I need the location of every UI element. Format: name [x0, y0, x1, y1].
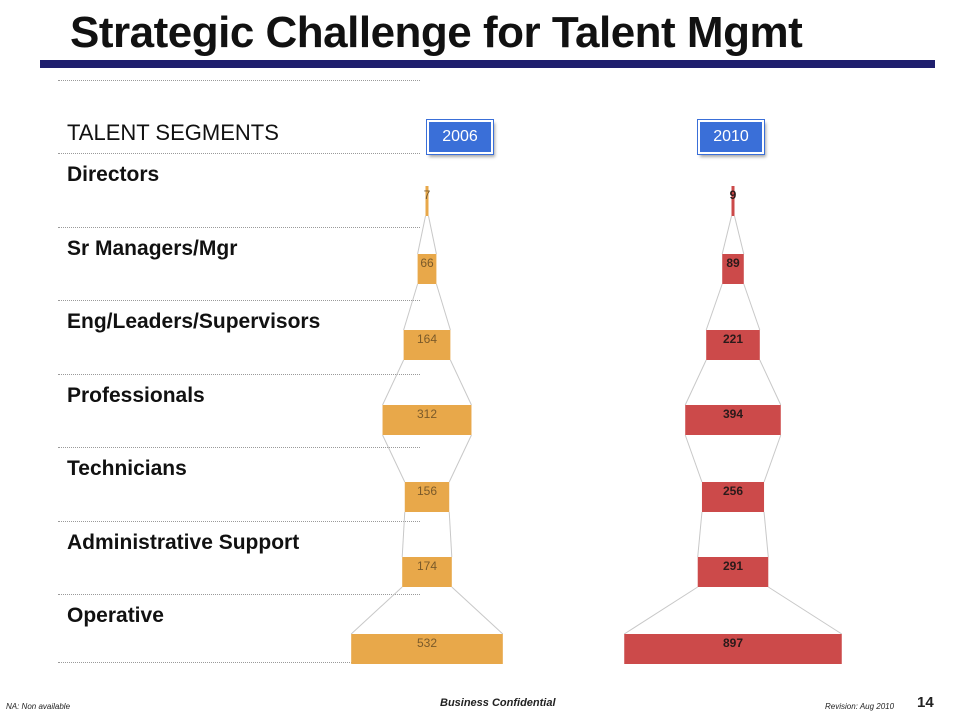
funnel-connector-2010-4-left: [684, 434, 703, 483]
bar-2010-6: [697, 557, 769, 587]
bar-2006-2: [417, 254, 437, 284]
bar-2010-1: [731, 186, 735, 216]
funnel-connector-2006-2-left: [403, 283, 419, 331]
footer-confidential: Business Confidential: [440, 697, 556, 709]
funnel-connector-2006-4-left: [382, 434, 406, 483]
value-label-2006-3: 164: [417, 332, 437, 346]
funnel-connector-2010-4-right: [763, 434, 782, 483]
divider: [58, 521, 420, 522]
funnel-connector-2006-5-left: [401, 511, 406, 558]
footer-revision: Revision: Aug 2010: [825, 702, 895, 711]
value-label-2006-5: 156: [417, 484, 437, 498]
bar-2006-5: [404, 482, 450, 512]
segments-header: TALENT SEGMENTS: [67, 120, 279, 145]
value-label-2010-3: 221: [723, 332, 743, 346]
bar-2006-4: [382, 405, 472, 435]
funnel-connector-2006-4-right: [448, 434, 472, 483]
year-badge-2006: 2006: [427, 120, 493, 154]
divider: [58, 227, 420, 228]
bar-2010-4: [685, 405, 781, 435]
funnel-connector-2010-2-right: [743, 283, 761, 331]
divider: [58, 374, 420, 375]
value-label-2006-7: 532: [417, 636, 437, 650]
value-label-2010-4: 394: [723, 407, 743, 421]
segment-label-eng-leaders: Eng/Leaders/Supervisors: [67, 310, 321, 333]
bar-2010-5: [701, 482, 765, 512]
value-label-2006-2: 66: [420, 256, 434, 270]
value-label-2010-1: 9: [730, 188, 737, 202]
funnel-connector-2010-1-left: [721, 215, 732, 255]
bar-2006-1: [425, 186, 429, 216]
value-label-2010-6: 291: [723, 559, 743, 573]
value-label-2006-6: 174: [417, 559, 437, 573]
divider: [58, 447, 420, 448]
title-underline: [40, 60, 935, 68]
funnel-connector-2010-3-right: [759, 359, 782, 406]
value-label-2006-4: 312: [417, 407, 437, 421]
funnel-connector-2006-6-left: [350, 586, 403, 635]
divider: [58, 662, 420, 663]
page-title: Strategic Challenge for Talent Mgmt: [70, 8, 803, 57]
bar-2006-6: [402, 557, 452, 587]
funnel-connector-2006-3-right: [449, 359, 472, 406]
funnel-connector-2010-6-right: [768, 586, 843, 635]
funnel-connector-2006-2-right: [435, 283, 451, 331]
funnel-connector-2006-1-right: [428, 215, 437, 255]
funnel-connector-2006-5-right: [448, 511, 453, 558]
funnel-connector-2010-6-left: [623, 586, 698, 635]
value-label-2006-1: 7: [424, 188, 431, 202]
bar-2010-2: [722, 254, 744, 284]
value-label-2010-5: 256: [723, 484, 743, 498]
value-label-2010-7: 897: [723, 636, 743, 650]
bar-2006-7: [351, 634, 503, 664]
funnel-connector-2010-1-right: [734, 215, 745, 255]
funnel-connector-2010-3-left: [684, 359, 707, 406]
divider: [58, 80, 420, 81]
divider: [58, 153, 420, 154]
bar-2010-7: [624, 634, 842, 664]
funnel-connector-2010-2-left: [705, 283, 723, 331]
divider: [58, 300, 420, 301]
segment-label-operative: Operative: [67, 604, 164, 627]
funnel-connector-2010-5-right: [763, 511, 769, 558]
divider: [58, 594, 420, 595]
bar-2010-3: [706, 330, 760, 360]
segment-label-sr-managers: Sr Managers/Mgr: [67, 237, 238, 260]
segment-label-professionals: Professionals: [67, 384, 205, 407]
segment-label-directors: Directors: [67, 163, 160, 186]
year-badge-2010: 2010: [698, 120, 764, 154]
page-number: 14: [917, 694, 934, 711]
funnel-connector-2010-5-left: [697, 511, 703, 558]
segment-label-technicians: Technicians: [67, 457, 187, 480]
footer-note: NA: Non available: [6, 702, 71, 711]
bar-2006-3: [403, 330, 451, 360]
funnel-connector-2006-6-right: [451, 586, 504, 635]
funnel-connector-2006-1-left: [417, 215, 426, 255]
segment-label-admin-support: Administrative Support: [67, 531, 300, 554]
value-label-2010-2: 89: [726, 256, 740, 270]
funnel-connector-2006-3-left: [382, 359, 405, 406]
